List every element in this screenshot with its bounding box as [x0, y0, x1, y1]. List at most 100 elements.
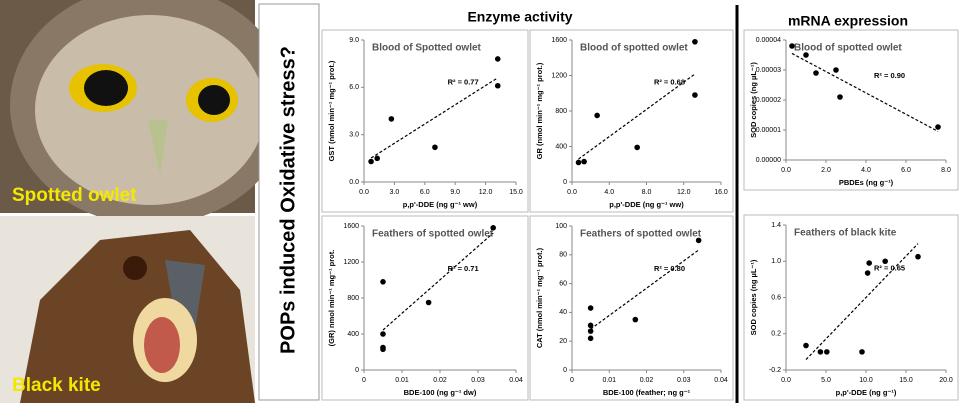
y-tick-label: 20: [559, 338, 567, 345]
point: [494, 56, 501, 62]
panel-title: Blood of spotted owlet: [794, 43, 902, 54]
y-tick-label: 0.0: [349, 179, 359, 186]
y-tick-label: 0.6: [771, 294, 781, 301]
y-tick-label: 1200: [551, 72, 567, 79]
x-tick-label: 0.02: [640, 377, 654, 384]
x-tick-label: 20.0: [939, 377, 953, 384]
point: [634, 144, 640, 151]
x-tick-label: 0.0: [781, 167, 791, 174]
x-tick-label: 0.01: [602, 377, 616, 384]
point: [824, 349, 830, 355]
point: [494, 82, 501, 89]
x-tick-label: 10.0: [859, 377, 873, 384]
x-tick-label: 0.03: [677, 377, 691, 384]
x-tick-label: 6.0: [420, 189, 430, 196]
x-tick-label: 16.0: [714, 189, 728, 196]
r-squared: R² = 0.80: [654, 264, 685, 273]
x-tick-label: 12.0: [479, 189, 493, 196]
y-tick-label: 0.00003: [756, 67, 781, 74]
panel-frame: [529, 215, 734, 401]
y-tick-label: 0.00001: [756, 127, 781, 134]
x-tick-label: 0.04: [509, 377, 523, 384]
x-tick-label: 15.0: [509, 189, 523, 196]
point: [432, 144, 438, 151]
y-axis-label: CAT (nmol min⁻¹ mg⁻¹ prot.): [535, 247, 544, 348]
panel-frame: [743, 214, 959, 401]
x-axis-label: p,p'-DDE (ng g⁻¹ ww): [403, 200, 478, 209]
point: [490, 225, 497, 231]
point: [864, 270, 871, 276]
x-tick-label: 0.02: [433, 377, 447, 384]
x-tick-label: 0.01: [395, 377, 409, 384]
y-tick-label: 0.00004: [756, 37, 781, 44]
panel-frame: [743, 29, 959, 191]
point: [837, 94, 843, 100]
x-tick-label: 0.0: [781, 377, 791, 384]
panel-title: Feathers of spotted owlet: [372, 229, 494, 240]
point: [380, 279, 386, 285]
y-tick-label: 3.0: [349, 132, 359, 139]
x-tick-label: 0.04: [714, 377, 728, 384]
point: [380, 346, 386, 353]
trendline: [805, 243, 919, 360]
point: [813, 70, 819, 76]
trendline: [590, 249, 700, 330]
x-tick-label: 0.0: [359, 189, 369, 196]
y-tick-label: 80: [559, 252, 567, 259]
r-squared: R² = 0.65: [874, 263, 905, 272]
y-tick-label: 400: [347, 331, 359, 338]
owl-photo: [0, 0, 290, 225]
y-tick-label: 100: [555, 223, 567, 230]
y-tick-label: 1200: [343, 259, 359, 266]
x-tick-label: 4.0: [861, 167, 871, 174]
point: [866, 260, 872, 266]
trendline: [791, 52, 939, 132]
y-tick-label: 9.0: [349, 37, 359, 44]
x-tick-label: 15.0: [899, 377, 913, 384]
x-tick-label: 9.0: [450, 189, 460, 196]
kite-photo: [0, 216, 255, 403]
x-tick-label: 0: [570, 377, 574, 384]
y-tick-label: 6.0: [349, 84, 359, 91]
y-tick-label: 1600: [343, 223, 359, 230]
y-tick-label: 0.00002: [756, 97, 781, 104]
r-squared: R² = 0.90: [874, 71, 905, 80]
point: [695, 237, 702, 244]
x-axis-label: p,p'-DDE (ng g⁻¹ ww): [609, 200, 684, 209]
panel-frame: [321, 215, 529, 401]
y-axis-label: SOD copies (ng µL⁻¹): [749, 62, 758, 138]
y-axis-label: (GR) nmol min⁻¹ mg⁻¹ prot.: [327, 250, 336, 347]
point: [587, 335, 594, 342]
point: [374, 155, 380, 162]
trendline: [382, 232, 494, 331]
point: [594, 112, 600, 119]
x-axis-label: BDE-100 (feather; ng g⁻¹: [603, 388, 691, 397]
panel-title: Feathers of spotted owlet: [580, 229, 702, 240]
x-tick-label: 6.0: [901, 167, 911, 174]
photo-label: Spotted owlet: [12, 185, 137, 206]
y-tick-label: 1.4: [771, 222, 781, 229]
panel-title: Blood of spotted owlet: [580, 43, 688, 54]
point: [587, 328, 594, 334]
y-tick-label: 400: [555, 143, 567, 150]
x-axis-label: PBDEs (ng g⁻¹): [839, 178, 894, 187]
y-axis-label: SOD copies (ng µL⁻¹): [749, 259, 758, 335]
y-tick-label: 60: [559, 280, 567, 287]
r-squared: R² = 0.71: [448, 264, 479, 273]
y-tick-label: 0: [563, 179, 567, 186]
point: [575, 159, 582, 166]
point: [368, 158, 374, 165]
x-tick-label: 5.0: [821, 377, 831, 384]
x-tick-label: 8.0: [642, 189, 652, 196]
x-tick-label: 4.0: [604, 189, 614, 196]
x-tick-label: 12.0: [677, 189, 691, 196]
x-tick-label: 0: [362, 377, 366, 384]
y-tick-label: 800: [347, 295, 359, 302]
trendline: [578, 73, 696, 160]
side-box: [258, 3, 320, 401]
point: [803, 52, 809, 58]
y-tick-label: 40: [559, 309, 567, 316]
point: [859, 349, 865, 355]
y-tick-label: 0: [355, 367, 359, 374]
x-axis-label: p,p'-DDE (ng g⁻¹): [836, 388, 897, 397]
